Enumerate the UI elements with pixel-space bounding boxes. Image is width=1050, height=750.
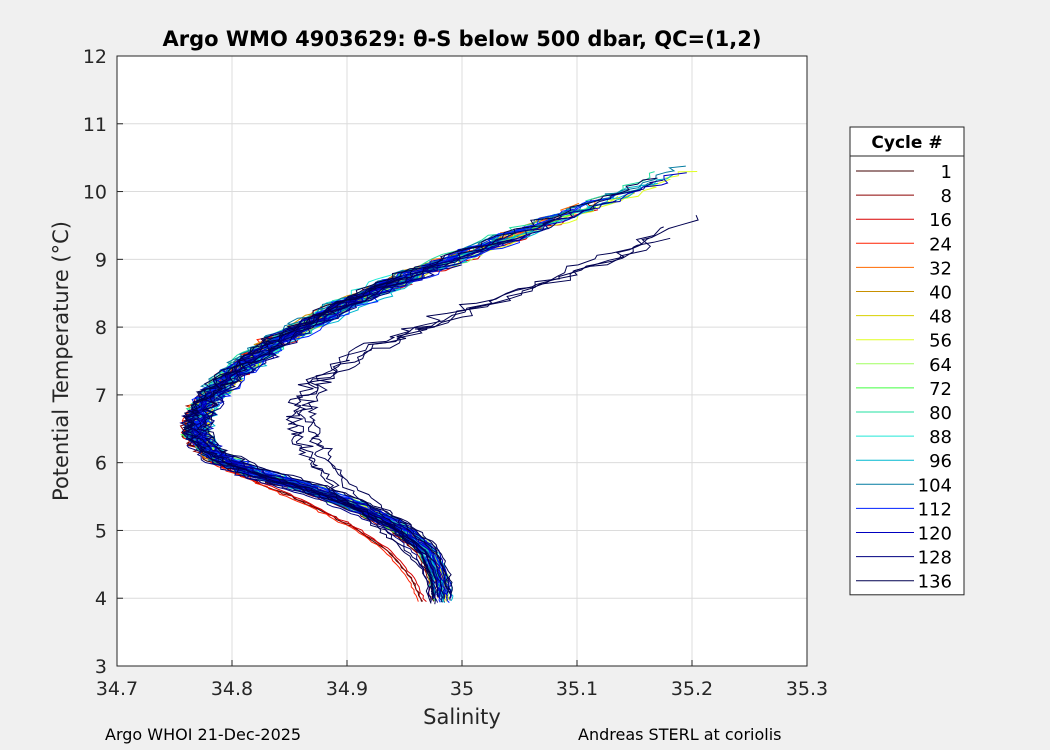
legend-entry-label: 72: [929, 379, 952, 400]
x-tick-label: 35.1: [556, 678, 598, 700]
profile-series: [179, 165, 699, 605]
profile-line: [186, 278, 439, 597]
y-tick-labels: 3 4 5 6 7 8 9 10 11 12: [83, 46, 107, 678]
x-axis-label: Salinity: [423, 705, 501, 729]
profile-line: [201, 264, 462, 601]
y-tick-label: 9: [95, 249, 107, 271]
legend-entry-label: 128: [918, 548, 952, 569]
legend-entry-label: 120: [918, 524, 952, 545]
x-tick-label: 34.8: [211, 678, 253, 700]
legend-entry-label: 112: [918, 499, 952, 520]
footer-left-text: Argo WHOI 21-Dec-2025: [105, 725, 302, 744]
x-tick-label: 34.7: [96, 678, 138, 700]
x-tick-label: 35: [450, 678, 474, 700]
y-tick-label: 12: [83, 46, 107, 68]
legend-entry-label: 56: [929, 331, 952, 352]
y-tick-label: 3: [95, 656, 107, 678]
legend-entry-label: 16: [929, 210, 952, 231]
legend-entry-label: 8: [941, 186, 952, 207]
legend-entry-label: 32: [929, 258, 952, 279]
profile-line: [183, 267, 434, 600]
legend-entry-label: 88: [929, 427, 952, 448]
x-tick-label: 34.9: [326, 678, 368, 700]
x-tick-labels: 34.7 34.8 34.9 35 35.1 35.2 35.3: [96, 678, 828, 700]
y-tick-label: 11: [83, 114, 107, 136]
legend-entry-label: 104: [918, 475, 952, 496]
y-tick-label: 6: [95, 453, 107, 475]
legend-entry-label: 1: [941, 162, 952, 183]
legend-entry-label: 40: [929, 283, 952, 304]
legend-entry-label: 48: [929, 307, 952, 328]
axes-frame: [116, 55, 808, 667]
y-tick-label: 7: [95, 385, 107, 407]
profile-line: [286, 215, 699, 605]
y-axis-label: Potential Temperature (°C): [49, 221, 73, 501]
legend-entry-label: 24: [929, 234, 952, 255]
x-tick-label: 35.3: [786, 678, 828, 700]
profile-line: [297, 237, 671, 600]
profile-line: [187, 278, 440, 598]
profile-line: [297, 226, 664, 593]
legend: Cycle # 1 8 16 24 32 40 48 56 64 72 80 88 96 104 112 120…: [849, 126, 965, 596]
profile-line: [285, 237, 650, 604]
profile-line: [196, 213, 563, 594]
legend-entry-label: 136: [918, 572, 952, 593]
legend-entry-label: 96: [929, 451, 952, 472]
y-tick-label: 5: [95, 520, 107, 542]
y-tick-label: 8: [95, 317, 107, 339]
chart-title: Argo WMO 4903629: θ-S below 500 dbar, QC…: [163, 27, 762, 51]
x-tick-label: 35.2: [671, 678, 713, 700]
footer-right-text: Andreas STERL at coriolis: [578, 725, 782, 744]
y-tick-label: 4: [95, 588, 107, 610]
legend-entry-label: 80: [929, 403, 952, 424]
legend-box: [849, 126, 965, 596]
legend-entry-label: 64: [929, 355, 952, 376]
y-tick-label: 10: [83, 182, 107, 204]
legend-title: Cycle #: [871, 133, 942, 153]
